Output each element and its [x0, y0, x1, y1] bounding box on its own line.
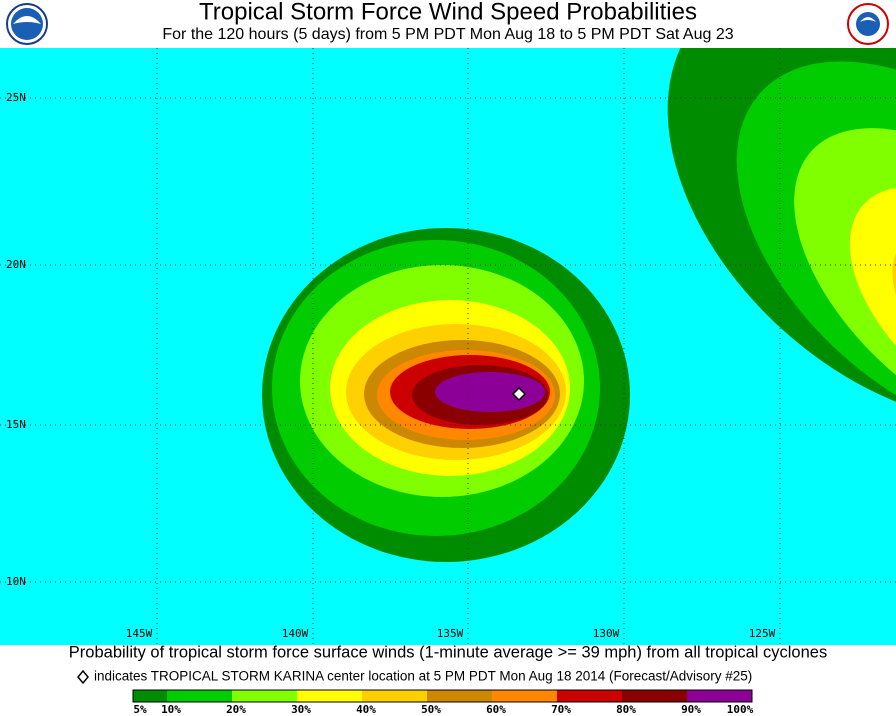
legend-label: 70% [551, 703, 571, 716]
lon-label: 130W [593, 627, 620, 640]
legend-swatch [427, 690, 492, 702]
storm-center [511, 386, 527, 402]
lat-label: 15N [6, 418, 26, 431]
caption: Probability of tropical storm force surf… [69, 643, 827, 661]
note: indicates TROPICAL STORM KARINA center l… [94, 669, 752, 684]
legend-label: 10% [161, 703, 181, 716]
legend-swatch [622, 690, 687, 702]
legend-label: 50% [421, 703, 441, 716]
legend-swatch [297, 690, 362, 702]
grid: 25N 20N 15N 10N 145W 140W 135W 130W 125W [0, 48, 896, 645]
legend-swatch [492, 690, 557, 702]
lon-label: 140W [282, 627, 309, 640]
lat-label: 25N [6, 91, 26, 104]
legend-label: 30% [291, 703, 311, 716]
legend-swatch [687, 690, 752, 702]
title: Tropical Storm Force Wind Speed Probabil… [199, 0, 697, 25]
lon-label: 125W [749, 627, 776, 640]
lat-label: 20N [6, 258, 26, 271]
legend-swatch [133, 690, 167, 702]
legend-label: 80% [616, 703, 636, 716]
legend-label: 5% [133, 703, 147, 716]
legend-swatch [167, 690, 232, 702]
lon-label: 145W [126, 627, 153, 640]
contour [435, 372, 545, 412]
legend: 5% 10% 20% 30% 40% 50% 60% 70% 80% 90% 100% [132, 689, 754, 716]
note-marker [77, 669, 89, 685]
nws-logo [847, 3, 889, 45]
legend-label: 40% [356, 703, 376, 716]
legend-label: 60% [486, 703, 506, 716]
legend-label: 100% [727, 703, 754, 716]
legend-frame [132, 689, 753, 703]
contours [262, 48, 896, 562]
legend-swatch [362, 690, 427, 702]
noaa-logo [6, 3, 48, 45]
legend-swatch [232, 690, 297, 702]
legend-label: 20% [226, 703, 246, 716]
legend-label: 90% [681, 703, 701, 716]
subtitle: For the 120 hours (5 days) from 5 PM PDT… [162, 26, 733, 43]
legend-swatch [557, 690, 622, 702]
lat-label: 10N [6, 575, 26, 588]
lon-label: 135W [437, 627, 464, 640]
